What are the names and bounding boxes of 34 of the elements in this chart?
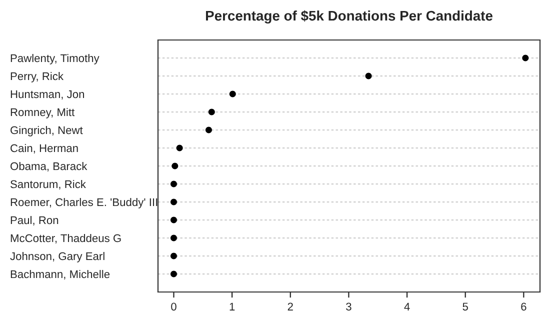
y-tick-label: Roemer, Charles E. 'Buddy' III bbox=[10, 198, 158, 208]
point bbox=[176, 144, 183, 152]
y-tick-label: Obama, Barack bbox=[10, 162, 88, 172]
y-tick-label: Perry, Rick bbox=[10, 72, 64, 82]
x-tick-label: 2 bbox=[288, 302, 293, 310]
y-tick-label: McCotter, Thaddeus G bbox=[10, 234, 121, 244]
y-tick-label: Romney, Mitt bbox=[10, 108, 75, 118]
y-tick-label: Huntsman, Jon bbox=[10, 90, 84, 100]
point bbox=[522, 54, 529, 62]
x-tick-label: 0 bbox=[171, 302, 176, 311]
point bbox=[172, 162, 178, 170]
y-tick-label: Bachmann, Michelle bbox=[10, 270, 110, 280]
x-tick-label: 4 bbox=[404, 302, 410, 310]
point bbox=[170, 234, 178, 242]
x-tick-label: 6 bbox=[521, 302, 526, 311]
point bbox=[205, 126, 212, 134]
y-tick-label: Gingrich, Newt bbox=[10, 126, 83, 136]
x-tick-label: 1 bbox=[230, 302, 235, 310]
point bbox=[229, 90, 236, 98]
y-tick-label: Johnson, Gary Earl bbox=[10, 252, 104, 262]
y-tick-label: Pawlenty, Timothy bbox=[10, 54, 100, 64]
chart-title: Percentage of $5k Donations Per Candidate bbox=[206, 10, 492, 24]
point bbox=[170, 180, 178, 188]
y-tick-label: Paul, Ron bbox=[10, 216, 58, 226]
y-tick-label: Santorum, Rick bbox=[10, 180, 86, 190]
point bbox=[170, 198, 178, 206]
x-tick-label: 3 bbox=[346, 302, 352, 311]
point bbox=[170, 252, 178, 260]
point bbox=[170, 216, 178, 224]
point bbox=[208, 108, 215, 116]
point bbox=[365, 72, 372, 80]
point bbox=[170, 270, 178, 278]
y-tick-label: Cain, Herman bbox=[10, 144, 78, 154]
x-tick-label: 5 bbox=[462, 302, 468, 311]
